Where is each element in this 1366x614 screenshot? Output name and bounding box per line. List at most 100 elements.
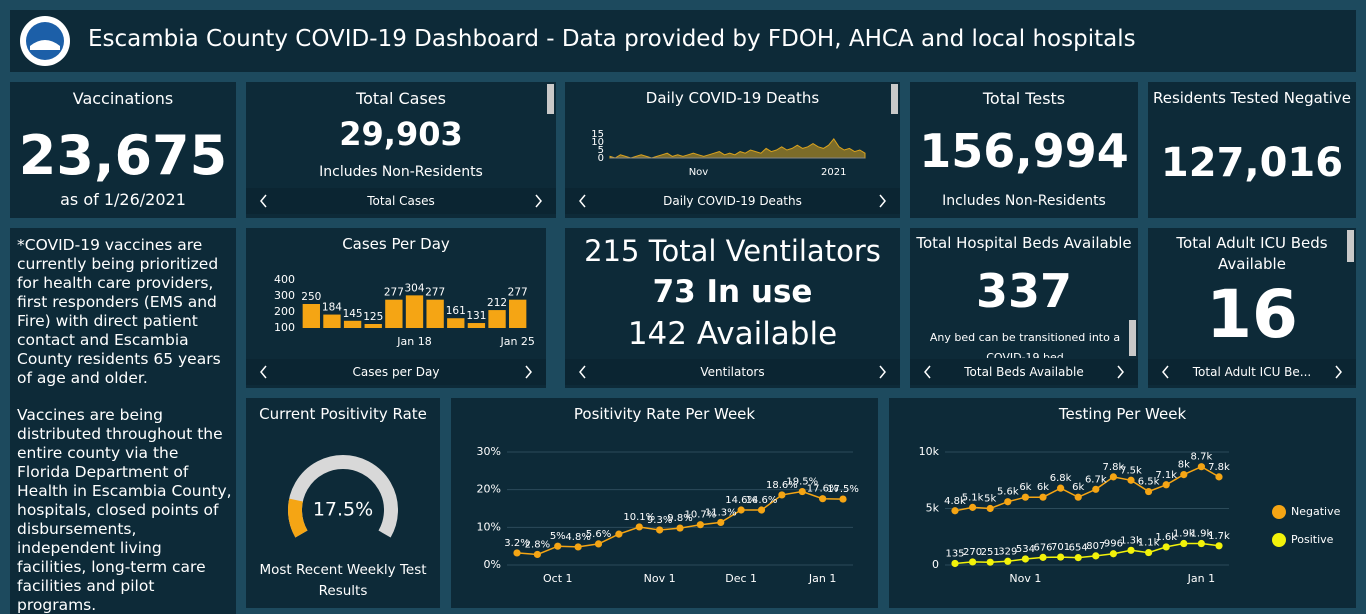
point [1145,487,1153,496]
point-label: 6.5k [1138,477,1160,488]
y-tick-label: 10% [477,520,501,533]
point-label: 534 [1016,544,1035,555]
point [1074,493,1082,501]
point [1004,498,1012,506]
card-value: 29,903 [339,115,463,153]
point-label: 1.9k [1173,529,1195,540]
point [819,495,827,503]
point [1109,473,1117,481]
chart-title: Daily COVID-19 Deaths [645,89,820,107]
point-label: 7.8k [1208,462,1230,473]
pager-arrow[interactable] [1114,359,1126,385]
y-tick-label: 100 [274,321,295,334]
point [1039,553,1047,561]
deaths-card: 0 5 10 15 Nov 2021 Daily COVID-19 Deaths Dail… [565,82,900,218]
point-label: 3.2% [504,538,529,549]
x-tick-label: Dec 1 [725,572,757,585]
bar-label: 184 [322,302,342,314]
pager-arrow[interactable] [876,188,888,214]
point-label: 1.6k [1155,532,1177,543]
card-value: 156,994 [919,124,1129,178]
point [656,526,664,534]
card-title: Total Adult ICU Beds Available [1176,234,1328,271]
bar [385,299,403,328]
footer-label: Total Adult ICU Be... [1192,365,1312,379]
point-label: 6k [1037,482,1049,493]
footer-label: Cases per Day [352,365,440,379]
point [717,518,725,527]
bar-label: 304 [404,282,424,294]
point [1057,484,1065,492]
point [1021,493,1029,501]
scrollbar[interactable] [1129,320,1136,356]
card-note: Any bed can be transitioned into a COVID… [929,331,1121,358]
bar-label: 277 [425,287,445,299]
point [986,558,994,566]
chart-title: Testing Per Week [1058,405,1187,423]
gauge-fill [288,498,308,538]
y-tick-label: 300 [274,289,295,302]
pager-arrow[interactable] [577,188,589,214]
point [1092,552,1100,560]
pager-arrow[interactable] [522,359,534,385]
pager-arrow[interactable] [1332,359,1344,385]
pager-arrow[interactable] [922,359,934,385]
point-label: 7.1k [1155,470,1177,481]
chart: 0%10%20%30%Oct 1 Nov 1 Dec 1 Jan 13.2%2.8%5… [477,445,859,585]
vaccinations-card: Vaccinations 23,675 as of 1/26/2021 [10,82,236,218]
point [1039,493,1047,501]
point-label: 251 [981,547,1000,558]
chart-title: Positivity Rate Per Week [573,405,756,423]
pager-arrow[interactable] [258,188,270,214]
x-tick-label: Jan 25 [499,335,534,348]
header: Escambia County COVID-19 Dashboard - Dat… [10,10,1356,72]
scrollbar[interactable] [1347,230,1354,262]
point [1021,555,1029,563]
point-label: 329 [998,546,1017,557]
point-label: 1.1k [1138,538,1160,549]
point-label: 9.8% [667,513,692,524]
pager-arrow[interactable] [876,359,888,385]
series-line [954,542,1220,565]
ventilator-line: 142 Available [627,316,838,352]
point-label: 6k [1072,482,1084,493]
point-label: 5.6k [997,487,1019,498]
point-label: 18.6% [766,480,798,491]
ventilator-line: 73 In use [652,274,813,310]
point [1127,476,1135,484]
point [513,549,521,557]
y-tick-label: 0 [932,558,939,571]
bar [302,304,320,328]
pager-arrow[interactable] [532,188,544,214]
pager-arrow[interactable] [1160,359,1172,385]
y-tick-label: 10 [591,137,604,148]
footer-label: Total Cases [367,194,435,208]
bar [343,320,362,328]
scrollbar[interactable] [547,84,554,114]
pager-arrow[interactable] [577,359,589,385]
scrollbar[interactable] [891,84,898,114]
point [533,550,541,559]
card-footer: Daily COVID-19 Deaths [565,188,900,214]
card-footer: Total Adult ICU Be... [1148,359,1356,385]
point [1127,546,1135,554]
point-label: 6.7k [1085,474,1107,485]
card-value: 127,016 [1160,140,1344,186]
point [969,558,977,566]
chart: 17.5% [288,455,398,538]
point [951,507,959,515]
card-note: as of 1/26/2021 [60,190,186,209]
card-footer: Total Cases [246,188,556,214]
legend-swatch [1272,505,1286,519]
point [1145,548,1153,557]
point-label: 807 [1086,541,1105,552]
point [757,506,766,514]
pager-arrow[interactable] [258,359,270,385]
dashboard-title: Escambia County COVID-19 Dashboard - Dat… [88,26,1136,52]
point-label: 10.1% [623,512,655,523]
ventilator-line: 215 Total Ventilators [584,234,881,268]
point [1074,554,1082,562]
